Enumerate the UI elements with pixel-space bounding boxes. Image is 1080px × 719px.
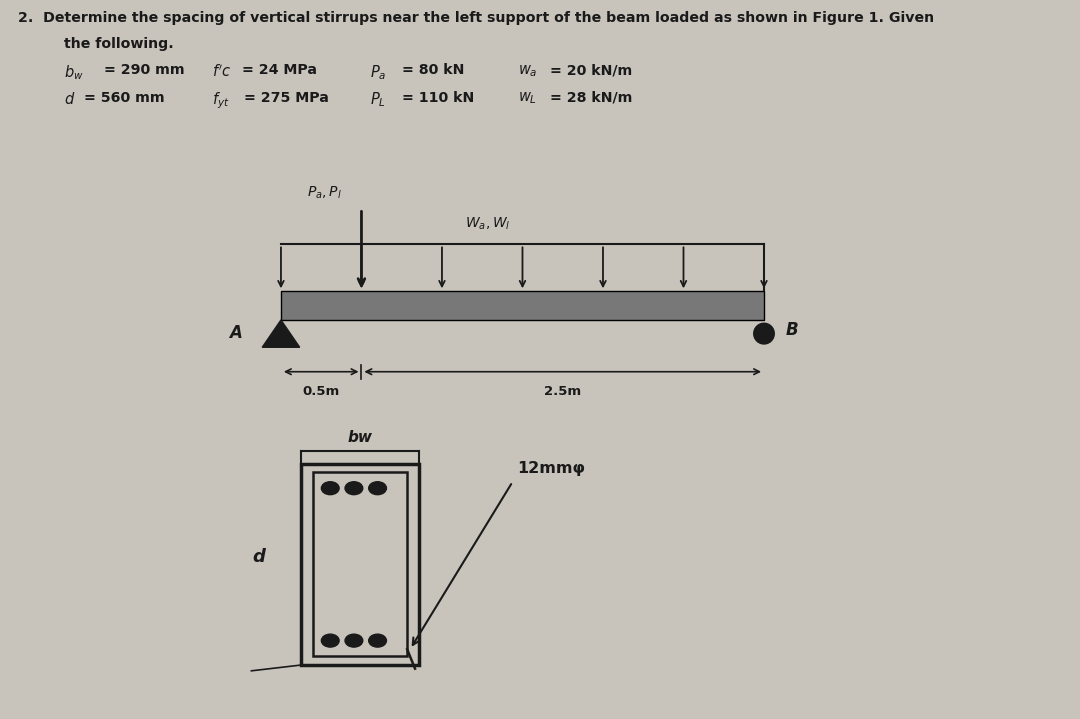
Circle shape	[368, 634, 387, 647]
Text: = 560 mm: = 560 mm	[84, 91, 164, 104]
Bar	[312, 472, 407, 656]
Text: $W_a, W_l$: $W_a, W_l$	[464, 215, 510, 232]
Text: $f'c$: $f'c$	[212, 63, 231, 80]
Text: $P_a$: $P_a$	[369, 63, 387, 82]
Polygon shape	[262, 320, 299, 347]
Text: $w_a$: $w_a$	[517, 63, 537, 79]
Circle shape	[345, 634, 363, 647]
Bar	[300, 464, 419, 665]
Text: $P_L$: $P_L$	[369, 91, 386, 109]
Text: bw: bw	[348, 430, 373, 445]
Text: = 110 kN: = 110 kN	[402, 91, 474, 104]
Text: A: A	[229, 324, 242, 342]
Text: = 290 mm: = 290 mm	[104, 63, 184, 77]
Text: $w_L$: $w_L$	[517, 91, 537, 106]
Text: $d$: $d$	[64, 91, 76, 106]
Text: $P_a, P_l$: $P_a, P_l$	[307, 185, 342, 201]
Text: d: d	[253, 548, 266, 567]
Text: = 275 MPa: = 275 MPa	[244, 91, 329, 104]
Text: 12mmφ: 12mmφ	[517, 461, 585, 476]
Text: $f_{yt}$: $f_{yt}$	[212, 91, 229, 111]
Text: = 80 kN: = 80 kN	[402, 63, 464, 77]
Bar	[281, 291, 764, 320]
Circle shape	[322, 482, 339, 495]
Ellipse shape	[754, 324, 774, 344]
Text: = 20 kN/m: = 20 kN/m	[550, 63, 632, 77]
Text: $b_w$: $b_w$	[64, 63, 84, 82]
Circle shape	[368, 482, 387, 495]
Text: B: B	[785, 321, 798, 339]
Text: 2.  Determine the spacing of vertical stirrups near the left support of the beam: 2. Determine the spacing of vertical sti…	[17, 11, 934, 24]
Circle shape	[345, 482, 363, 495]
Text: = 24 MPa: = 24 MPa	[242, 63, 316, 77]
Text: = 28 kN/m: = 28 kN/m	[550, 91, 633, 104]
Text: 0.5m: 0.5m	[302, 385, 340, 398]
Text: the following.: the following.	[64, 37, 174, 51]
Text: 2.5m: 2.5m	[544, 385, 581, 398]
Circle shape	[322, 634, 339, 647]
